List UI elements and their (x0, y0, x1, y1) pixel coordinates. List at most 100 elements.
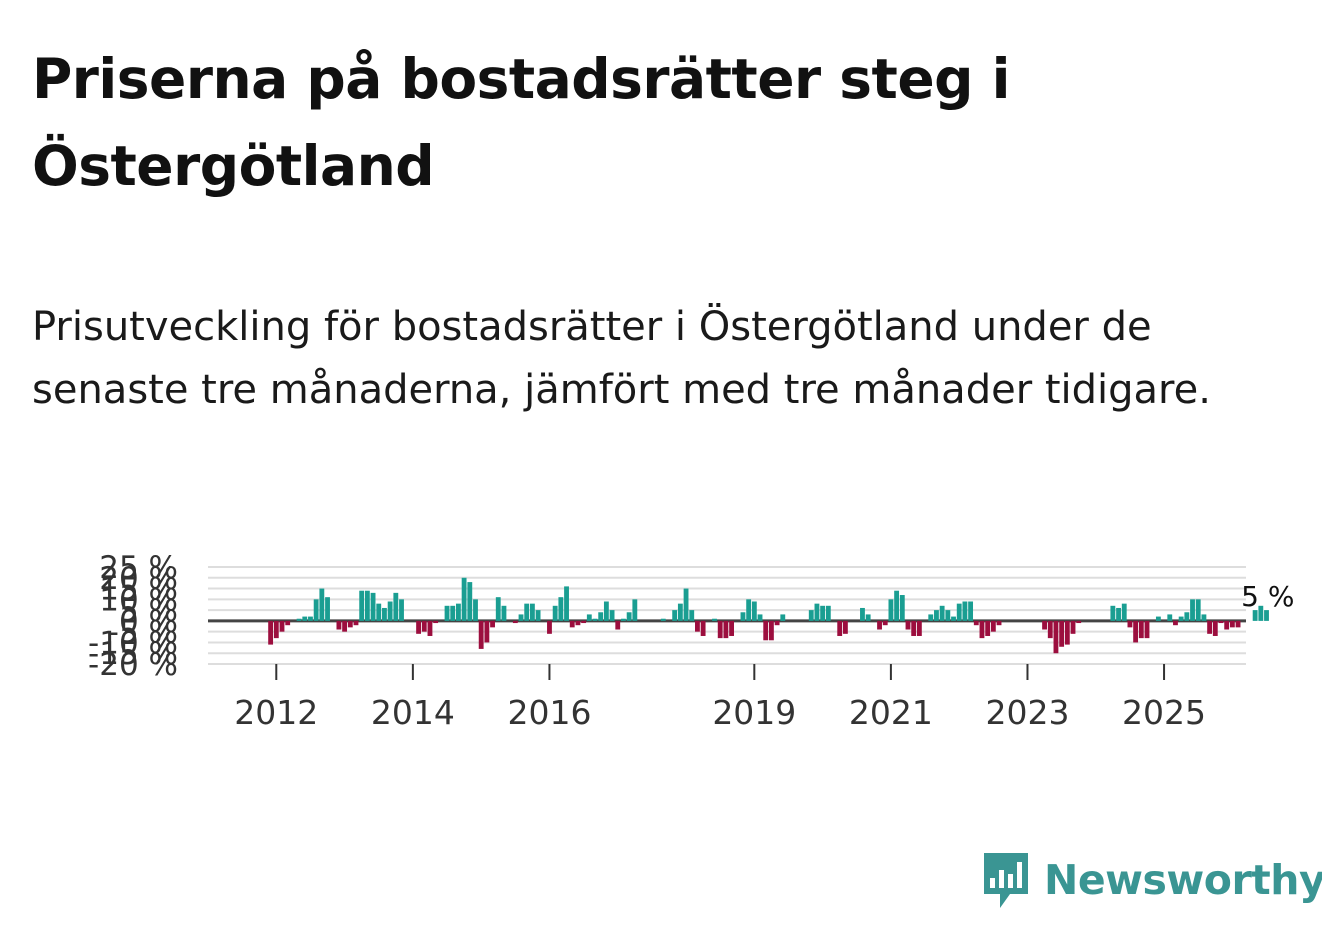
bar (865, 614, 871, 621)
bar (296, 618, 302, 621)
bar (518, 614, 524, 621)
bar (928, 614, 934, 621)
bar (319, 588, 325, 621)
bar (598, 612, 604, 621)
bar (279, 620, 285, 632)
chart-subtitle: Prisutveckling för bostadsrätter i Öster… (32, 304, 1211, 413)
bar (456, 603, 461, 621)
y-tick-label: 15 % (99, 572, 178, 608)
bar (1184, 612, 1190, 621)
bar (1235, 620, 1241, 628)
bar (985, 620, 991, 636)
bar (325, 597, 330, 621)
bar (899, 595, 905, 621)
y-tick-label: -5 % (108, 615, 178, 651)
bar (751, 601, 757, 621)
bar (592, 618, 598, 621)
bar (524, 603, 530, 621)
y-tick-label: 0 % (119, 604, 178, 640)
bar (427, 620, 433, 636)
bar (1064, 620, 1070, 645)
bar (336, 620, 342, 630)
bar (416, 620, 421, 634)
bar (825, 605, 831, 621)
bar (302, 616, 308, 621)
bar (535, 610, 541, 621)
bar (552, 605, 558, 621)
bar (399, 599, 404, 621)
bar (586, 614, 592, 621)
bar (347, 620, 353, 628)
brand-name: Newsworthy (1044, 856, 1322, 904)
bar (860, 607, 865, 621)
bar (1076, 620, 1082, 624)
bar (1258, 605, 1264, 621)
x-tick-label: 2016 (507, 693, 591, 732)
bar (569, 620, 575, 628)
bar (1059, 620, 1065, 647)
bar (916, 620, 922, 636)
bar (421, 620, 427, 632)
bar (1212, 620, 1218, 636)
bar (308, 616, 313, 621)
last-value-label: 5 % (1241, 580, 1294, 613)
x-tick-label: 2012 (234, 693, 318, 732)
bar (268, 620, 274, 645)
bar (894, 590, 900, 621)
bar (990, 620, 996, 632)
bar (768, 620, 774, 641)
bar (677, 603, 683, 621)
bar (632, 599, 638, 621)
bar (672, 610, 678, 621)
bar (1070, 620, 1076, 634)
bar (700, 620, 706, 636)
bar (1138, 620, 1144, 639)
bar (467, 582, 473, 621)
bar (689, 610, 695, 621)
bar-chart: -20 %-15 %-10 %-5 %0 %5 %10 %15 %20 %25 … (88, 550, 1294, 732)
newsworthy-logo[interactable]: Newsworthy (982, 850, 1322, 910)
y-tick-label: 25 % (99, 550, 178, 586)
bar (842, 620, 848, 634)
bar (763, 620, 769, 641)
bar (626, 612, 632, 621)
bar (609, 610, 615, 621)
bar (359, 590, 365, 621)
bar (683, 588, 689, 621)
bar (712, 618, 717, 621)
bar (1116, 607, 1121, 621)
bar (1173, 620, 1178, 626)
bar (1047, 620, 1053, 639)
bar (729, 620, 734, 636)
bar (1195, 599, 1201, 621)
bar (820, 605, 826, 621)
bar (450, 605, 456, 621)
bar (564, 586, 569, 621)
bar (621, 618, 626, 621)
x-tick-label: 2019 (712, 693, 796, 732)
bar (951, 616, 956, 621)
bar (911, 620, 917, 636)
bar (433, 620, 439, 624)
bar (877, 620, 882, 630)
bar (956, 603, 962, 621)
bar (1264, 610, 1269, 621)
bar (353, 620, 359, 626)
bar (1252, 610, 1258, 621)
y-tick-label: 5 % (119, 593, 178, 629)
chart-title: Priserna på bostadsrätter steg i Östergö… (32, 47, 1011, 198)
bar (888, 599, 894, 621)
bar (1190, 599, 1195, 621)
x-tick-label: 2021 (849, 693, 933, 732)
bar (461, 577, 467, 621)
bar (342, 620, 348, 632)
bar (882, 620, 888, 626)
bar (558, 597, 564, 621)
bar (1155, 616, 1161, 621)
bar (393, 592, 399, 621)
annotations: 5 % (1241, 580, 1294, 613)
x-tick-label: 2025 (1122, 693, 1206, 732)
bar (1201, 614, 1207, 621)
bar (382, 607, 387, 621)
bar (780, 614, 786, 621)
